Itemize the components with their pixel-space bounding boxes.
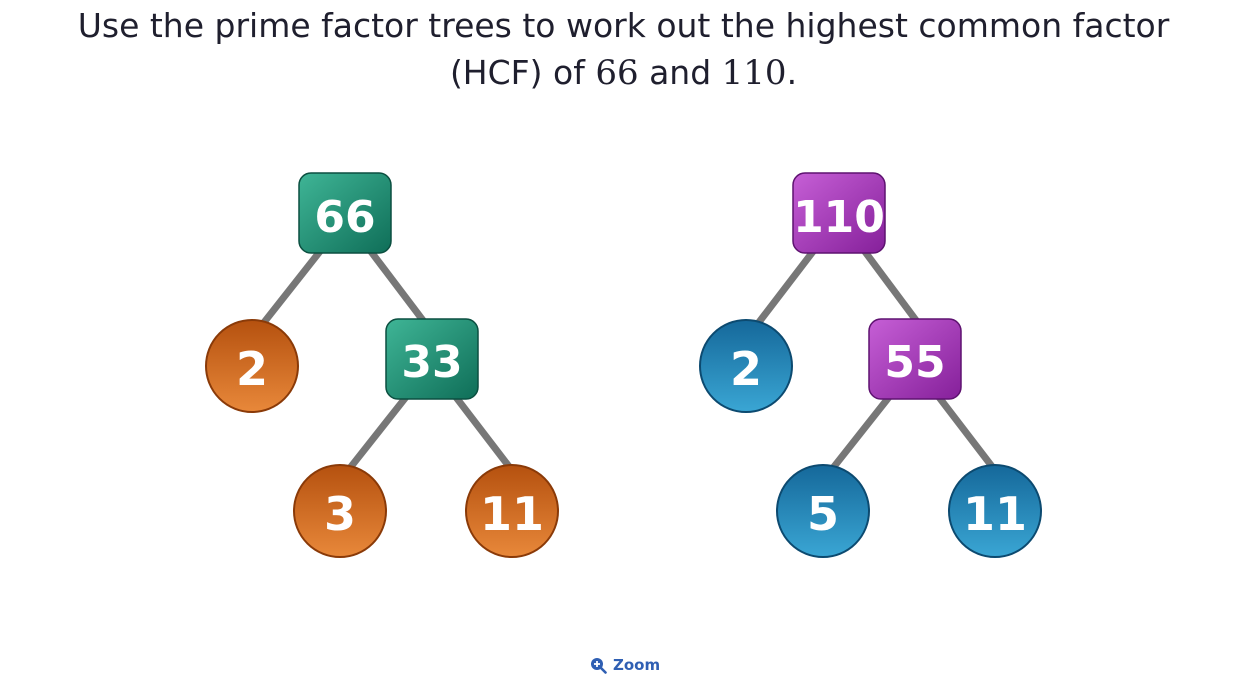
zoom-in-icon xyxy=(591,657,607,674)
question-line-2: (HCF) of 66 and 110. xyxy=(0,49,1247,97)
root-node-66: 66 xyxy=(298,172,392,254)
root-label-110: 110 xyxy=(793,192,885,243)
prime-node-2-b: 2 xyxy=(699,319,793,413)
zoom-label: Zoom xyxy=(613,656,661,674)
number-b: 110 xyxy=(721,53,787,93)
prime-node-5: 5 xyxy=(776,464,870,558)
composite-node-33: 33 xyxy=(385,318,479,400)
composite-label-33: 33 xyxy=(401,337,462,388)
branch-55-to-5 xyxy=(826,389,896,476)
zoom-button[interactable]: Zoom xyxy=(590,656,660,674)
factor-tree-110: 110 55 2 5 11 xyxy=(699,172,1042,558)
prime-node-11-a: 11 xyxy=(465,464,559,558)
branch-110-to-2 xyxy=(750,242,821,333)
prime-label-3: 3 xyxy=(324,487,356,541)
branch-66-to-33 xyxy=(363,242,431,330)
prime-label-11-a: 11 xyxy=(480,487,544,541)
question-line-2-middle: and xyxy=(638,53,722,92)
branch-110-to-55 xyxy=(857,242,924,330)
prime-node-2-a: 2 xyxy=(205,319,299,413)
factor-tree-66: 66 33 2 3 11 xyxy=(205,172,559,558)
composite-label-55: 55 xyxy=(884,337,945,388)
question-line-1: Use the prime factor trees to work out t… xyxy=(77,6,1170,45)
prime-label-11-b: 11 xyxy=(963,487,1027,541)
prime-label-2-b: 2 xyxy=(730,342,762,396)
number-a: 66 xyxy=(595,53,639,93)
question-line-2-start: (HCF) of xyxy=(449,53,596,92)
branch-66-to-2 xyxy=(255,242,328,333)
question-line-2-end: . xyxy=(786,53,798,92)
root-label-66: 66 xyxy=(314,192,375,243)
branch-33-to-11 xyxy=(449,389,517,476)
composite-node-55: 55 xyxy=(868,318,962,400)
branch-33-to-3 xyxy=(343,389,413,476)
prime-label-5: 5 xyxy=(807,487,839,541)
branch-55-to-11 xyxy=(932,389,1000,476)
question-text: Use the prime factor trees to work out t… xyxy=(0,2,1247,97)
prime-node-3: 3 xyxy=(293,464,387,558)
prime-label-2-a: 2 xyxy=(236,342,268,396)
root-node-110: 110 xyxy=(792,172,886,254)
prime-node-11-b: 11 xyxy=(948,464,1042,558)
